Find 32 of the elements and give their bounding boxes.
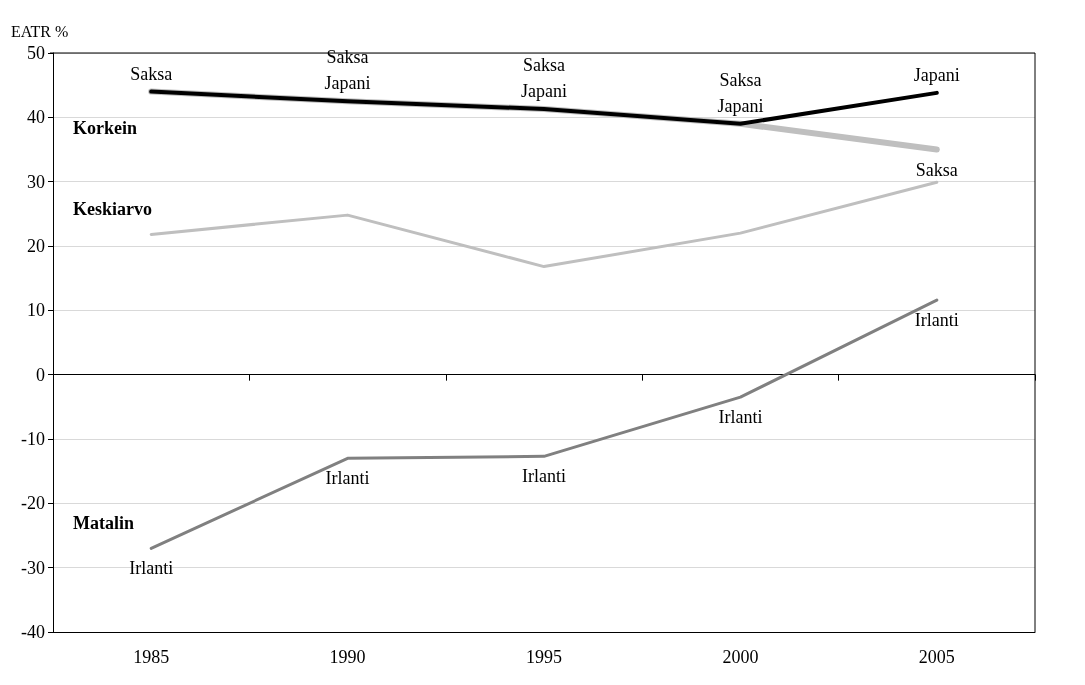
- y-tick-label: -20: [21, 493, 45, 514]
- x-tick-label: 2000: [722, 647, 759, 667]
- annotation: Japani: [324, 73, 371, 94]
- x-tick-label: 1990: [329, 647, 366, 667]
- y-tick-label: 50: [27, 43, 45, 63]
- y-tick-label: 20: [27, 236, 45, 256]
- y-tick-label: -30: [21, 557, 45, 578]
- y-tick-label: -10: [21, 429, 45, 449]
- annotation: Saksa: [719, 69, 762, 90]
- annotation: Japani: [913, 64, 960, 85]
- annotation: Saksa: [915, 159, 958, 180]
- annotation: Irlanti: [325, 468, 370, 489]
- series-label: Korkein: [73, 118, 138, 139]
- annotation: Irlanti: [129, 558, 174, 579]
- y-axis-title: EATR %: [11, 22, 69, 40]
- annotation: Japani: [521, 80, 567, 101]
- series-label: Matalin: [73, 512, 134, 533]
- annotation: Saksa: [523, 54, 565, 75]
- annotation: Saksa: [130, 63, 173, 84]
- annotation: Irlanti: [522, 466, 566, 487]
- y-tick-label: 10: [27, 300, 45, 321]
- series-label: Keskiarvo: [73, 198, 152, 219]
- x-tick-label: 2005: [918, 647, 955, 667]
- annotation: Irlanti: [718, 407, 763, 428]
- annotation: Japani: [717, 95, 764, 116]
- annotation: Irlanti: [914, 310, 959, 331]
- x-tick-label: 1985: [133, 647, 170, 667]
- y-tick-label: 30: [27, 171, 45, 192]
- y-tick-label: -40: [21, 622, 45, 642]
- x-tick-label: 1995: [526, 647, 562, 667]
- y-tick-label: 0: [36, 364, 45, 385]
- y-tick-label: 40: [27, 107, 45, 128]
